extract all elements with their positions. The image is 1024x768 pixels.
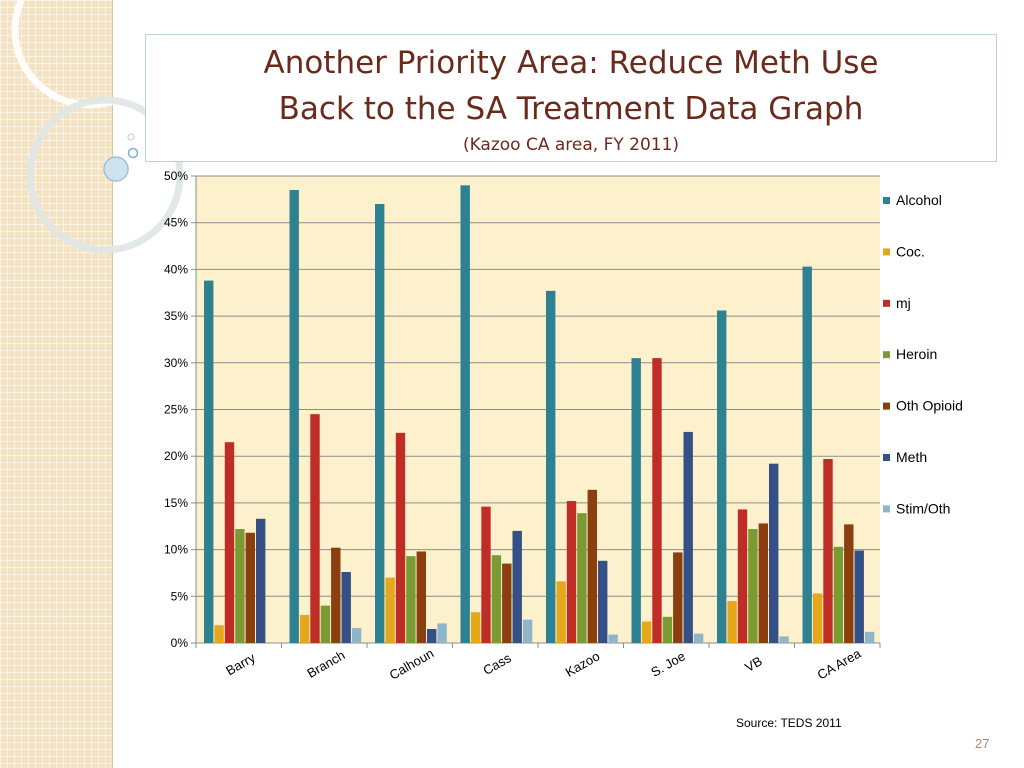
legend-swatch	[883, 454, 890, 461]
page-number: 27	[975, 736, 990, 751]
bar-alcohol-vb	[717, 310, 727, 643]
x-tick-label: Kazoo	[563, 648, 602, 679]
bar-coc--vb	[727, 600, 737, 643]
source-note: Source: TEDS 2011	[736, 716, 842, 730]
legend-label: mj	[896, 295, 911, 311]
y-tick-label: 20%	[164, 449, 188, 463]
slide-caption: (Kazoo CA area, FY 2011)	[462, 135, 680, 155]
legend-swatch	[883, 248, 890, 256]
y-tick-label: 45%	[164, 216, 188, 230]
decorative-circles	[11, 0, 184, 254]
bar-mj-vb	[737, 509, 748, 643]
legend-swatch	[883, 299, 890, 307]
bar-coc--s-joe	[641, 621, 652, 643]
y-tick-label: 10%	[164, 543, 188, 557]
bar-heroin-vb	[748, 529, 758, 643]
y-tick-label: 50%	[164, 169, 188, 183]
x-tick-label: Cass	[480, 650, 514, 678]
bar-oth-opioid-branch	[331, 547, 341, 643]
bar-alcohol-barry	[204, 280, 214, 643]
bar-meth-s-joe	[683, 431, 693, 643]
bar-heroin-kazoo	[577, 513, 587, 643]
bar-coc--kazoo	[556, 581, 566, 643]
bar-stim-oth-branch	[351, 628, 362, 643]
bar-meth-kazoo	[598, 560, 608, 643]
bar-coc--calhoun	[385, 577, 395, 643]
x-tick-label: Barry	[223, 650, 258, 679]
x-tick-label: CA Area	[815, 645, 864, 682]
slide-subtitle: Back to the SA Treatment Data Graph	[278, 91, 864, 127]
bar-alcohol-branch	[289, 190, 299, 643]
legend-label: Alcohol	[896, 192, 942, 208]
bar-heroin-ca-area	[833, 546, 844, 643]
bar-oth-opioid-cass	[502, 563, 512, 643]
bar-coc--ca-area	[812, 593, 823, 643]
x-tick-label: Branch	[304, 647, 347, 681]
bar-heroin-cass	[491, 555, 502, 643]
legend-label: Heroin	[896, 346, 937, 362]
bar-meth-cass	[512, 530, 522, 643]
legend-swatch	[883, 402, 890, 410]
x-tick-label: Calhoun	[387, 645, 436, 682]
y-tick-label: 40%	[164, 262, 188, 276]
bar-meth-barry	[256, 518, 266, 643]
bar-heroin-calhoun	[406, 556, 416, 643]
y-tick-label: 30%	[164, 356, 188, 370]
bar-meth-calhoun	[427, 628, 437, 643]
bar-alcohol-kazoo	[546, 290, 556, 643]
bar-stim-oth-calhoun	[437, 623, 447, 643]
legend-swatch	[883, 351, 890, 359]
bar-stim-oth-ca-area	[864, 631, 875, 643]
y-tick-label: 15%	[164, 496, 188, 510]
bar-stim-oth-s-joe	[693, 633, 704, 643]
bar-coc--cass	[470, 612, 481, 643]
bar-oth-opioid-ca-area	[844, 524, 854, 643]
x-tick-label: VB	[742, 653, 765, 675]
bar-alcohol-s-joe	[631, 358, 641, 643]
bar-meth-ca-area	[854, 550, 864, 643]
bar-heroin-barry	[235, 529, 245, 643]
bar-oth-opioid-calhoun	[416, 551, 426, 643]
bar-mj-barry	[224, 442, 235, 643]
bar-coc--barry	[214, 625, 224, 643]
bar-mj-cass	[481, 506, 491, 643]
bar-oth-opioid-s-joe	[673, 552, 683, 643]
bar-oth-opioid-kazoo	[587, 489, 597, 643]
y-tick-label: 5%	[171, 589, 189, 603]
y-tick-label: 0%	[171, 636, 189, 650]
bar-mj-branch	[310, 414, 320, 643]
legend-label: Oth Opioid	[896, 398, 963, 414]
bar-meth-vb	[769, 463, 779, 643]
bar-alcohol-calhoun	[375, 204, 385, 643]
bar-stim-oth-vb	[779, 636, 789, 643]
slide-title: Another Priority Area: Reduce Meth Use	[263, 45, 879, 81]
bar-stim-oth-cass	[522, 619, 533, 643]
decorative-side-panel	[0, 0, 113, 768]
legend-swatch	[883, 505, 890, 513]
bar-coc--branch	[299, 614, 310, 643]
bar-alcohol-cass	[460, 185, 470, 643]
bar-mj-ca-area	[823, 459, 833, 643]
legend-label: Meth	[896, 449, 927, 465]
y-tick-label: 35%	[164, 309, 188, 323]
bar-stim-oth-kazoo	[608, 634, 618, 643]
bar-oth-opioid-vb	[758, 523, 768, 643]
bar-heroin-branch	[320, 605, 331, 643]
bar-meth-branch	[341, 572, 351, 643]
legend-label: Coc.	[896, 243, 925, 259]
bar-mj-s-joe	[652, 358, 662, 643]
bar-mj-calhoun	[395, 432, 406, 643]
bar-oth-opioid-barry	[245, 532, 255, 643]
title-box: Another Priority Area: Reduce Meth Use B…	[145, 34, 997, 162]
legend-swatch	[883, 197, 890, 204]
legend-label: Stim/Oth	[896, 500, 950, 516]
bar-heroin-s-joe	[662, 616, 673, 643]
y-tick-label: 25%	[164, 403, 188, 417]
bar-alcohol-ca-area	[802, 266, 812, 643]
x-tick-label: S. Joe	[648, 648, 687, 679]
bar-mj-kazoo	[566, 501, 577, 643]
